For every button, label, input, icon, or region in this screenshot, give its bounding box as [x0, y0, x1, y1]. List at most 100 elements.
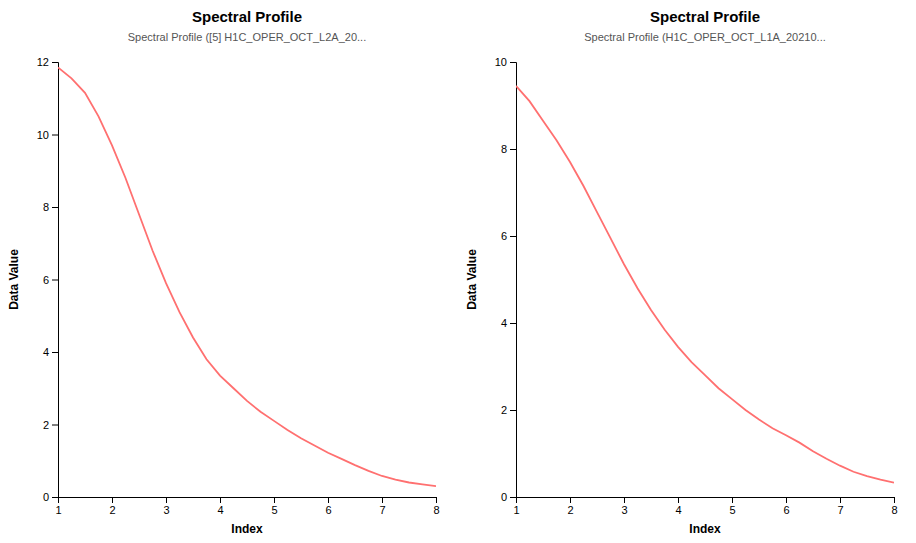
axis-domain: [59, 498, 437, 504]
tick-mark: [510, 497, 516, 498]
tick-label: 4: [501, 317, 507, 329]
tick-label: 4: [43, 346, 49, 358]
tick-mark: [436, 497, 437, 503]
tick: 10: [495, 56, 516, 68]
tick-label: 5: [271, 504, 277, 516]
tick-mark: [624, 497, 625, 503]
chart-title: Spectral Profile: [192, 8, 302, 25]
series-line: [58, 67, 436, 486]
tick-label: 0: [43, 491, 49, 503]
tick: 6: [43, 274, 58, 286]
tick: 10: [37, 129, 58, 141]
tick-label: 6: [325, 504, 331, 516]
tick-label: 0: [501, 491, 507, 503]
tick-label: 3: [163, 504, 169, 516]
tick-mark: [382, 497, 383, 503]
chart-panel: Spectral Profile Spectral Profile ([5] H1…: [7, 8, 440, 536]
tick-label: 5: [729, 504, 735, 516]
chart-root: Spectral Profile Spectral Profile ([5] H1…: [0, 0, 916, 543]
tick: 8: [43, 201, 58, 213]
tick-mark: [52, 352, 58, 353]
tick: 7: [837, 497, 843, 516]
tick-mark: [510, 323, 516, 324]
tick: 7: [379, 497, 385, 516]
tick-label: 8: [501, 143, 507, 155]
tick-label: 2: [567, 504, 573, 516]
axis-domain: [52, 63, 59, 498]
tick: 4: [43, 346, 58, 358]
tick-label: 8: [433, 504, 439, 516]
tick-label: 10: [495, 56, 507, 68]
tick: 2: [109, 497, 115, 516]
tick: 8: [501, 143, 516, 155]
tick-mark: [52, 497, 58, 498]
series-group: [58, 67, 436, 486]
tick-label: 7: [379, 504, 385, 516]
tick: 6: [783, 497, 789, 516]
tick-label: 4: [217, 504, 223, 516]
tick-mark: [52, 62, 58, 63]
tick-mark: [510, 149, 516, 150]
x-axis-label: Index: [231, 522, 263, 536]
tick: 6: [325, 497, 331, 516]
axis-domain: [517, 498, 895, 504]
tick: 8: [433, 497, 439, 516]
tick-label: 8: [43, 201, 49, 213]
tick-mark: [570, 497, 571, 503]
tick-label: 8: [891, 504, 897, 516]
tick-mark: [678, 497, 679, 503]
tick-mark: [52, 280, 58, 281]
series-group: [516, 86, 894, 483]
tick: 2: [567, 497, 573, 516]
tick: 0: [501, 491, 516, 503]
tick-mark: [274, 497, 275, 503]
tick-mark: [220, 497, 221, 503]
tick: 5: [729, 497, 735, 516]
tick-mark: [840, 497, 841, 503]
tick: 1: [513, 497, 519, 516]
tick: 4: [675, 497, 681, 516]
series-line: [516, 86, 894, 483]
plot-area: 12345678024681012IndexData Value: [7, 56, 440, 536]
tick-label: 6: [501, 230, 507, 242]
tick-label: 6: [783, 504, 789, 516]
tick-mark: [166, 497, 167, 503]
tick-mark: [510, 410, 516, 411]
tick: 3: [163, 497, 169, 516]
tick: 8: [891, 497, 897, 516]
x-axis: 1 2 3 4 5 6 7 8: [513, 497, 897, 516]
tick-label: 2: [501, 404, 507, 416]
tick-label: 7: [837, 504, 843, 516]
tick-mark: [112, 497, 113, 503]
y-axis-label: Data Value: [7, 249, 21, 310]
tick-mark: [52, 425, 58, 426]
tick-mark: [894, 497, 895, 503]
tick-label: 2: [109, 504, 115, 516]
tick: 0: [43, 491, 58, 503]
x-axis: 1 2 3 4 5 6 7 8: [55, 497, 439, 516]
tick: 4: [217, 497, 223, 516]
tick: 5: [271, 497, 277, 516]
tick: 3: [621, 497, 627, 516]
tick-mark: [786, 497, 787, 503]
chart-panel: Spectral ProfileSpectral Profile (H1C_OP…: [465, 8, 898, 536]
tick: 12: [37, 56, 58, 68]
tick-mark: [52, 135, 58, 136]
tick-label: 6: [43, 274, 49, 286]
tick: 2: [501, 404, 516, 416]
tick-label: 10: [37, 129, 49, 141]
tick-mark: [328, 497, 329, 503]
tick-label: 1: [55, 504, 61, 516]
tick-label: 2: [43, 419, 49, 431]
tick-mark: [732, 497, 733, 503]
tick: 6: [501, 230, 516, 242]
tick-mark: [52, 207, 58, 208]
tick-mark: [510, 236, 516, 237]
tick-label: 3: [621, 504, 627, 516]
y-axis: 0 2 4 6 8 10: [495, 56, 517, 503]
chart-subtitle: Spectral Profile ([5] H1C_OPER_OCT_L2A_2…: [128, 31, 366, 43]
tick: 2: [43, 419, 58, 431]
tick: 1: [55, 497, 61, 516]
tick-label: 12: [37, 56, 49, 68]
axis-domain: [510, 63, 517, 498]
